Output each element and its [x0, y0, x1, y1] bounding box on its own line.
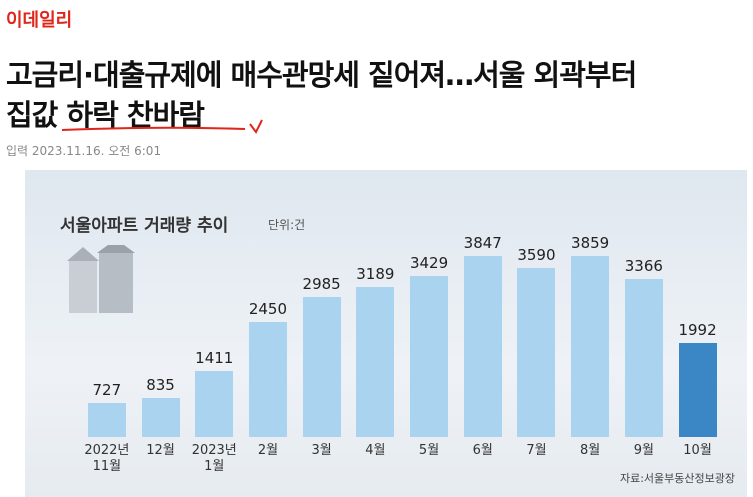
x-tick-label: 2023년 1월	[191, 443, 237, 474]
bar	[302, 296, 341, 437]
x-tick-label: 2월	[257, 443, 279, 458]
value-label: 835	[146, 375, 175, 394]
value-label: 727	[92, 380, 122, 399]
source-note: 자료:서울부동산정보광장	[619, 472, 735, 485]
value-label: 3590	[517, 246, 556, 265]
bar	[356, 287, 395, 437]
bar	[141, 397, 180, 437]
bar	[87, 402, 126, 437]
value-label: 3847	[463, 234, 502, 253]
x-tick-label: 2022년 11월	[84, 443, 130, 474]
x-tick-label: 9월	[633, 443, 654, 458]
bar	[517, 268, 556, 437]
logo[interactable]: 이데일리	[6, 10, 73, 31]
chart-title: 서울아파트 거래량 추이	[60, 216, 229, 236]
value-label: 3366	[624, 256, 663, 275]
value-label: 1992	[678, 321, 717, 340]
value-label: 2450	[248, 299, 288, 318]
bar	[195, 370, 234, 437]
bar	[248, 321, 287, 437]
bar	[624, 278, 663, 437]
x-tick-label: 7월	[526, 443, 547, 458]
bar	[463, 256, 502, 437]
building-icon	[67, 245, 135, 313]
x-tick-label: 12월	[146, 443, 175, 458]
x-tick-label: 6월	[472, 443, 493, 458]
x-tick-label: 4월	[365, 443, 386, 458]
value-label: 2985	[302, 274, 341, 293]
x-tick-label: 8월	[580, 443, 601, 458]
headline-line: 집값 하락 찬바람	[6, 98, 205, 132]
dateline: 입력 2023.11.16. 오전 6:01	[6, 144, 162, 158]
value-label: 3429	[409, 253, 449, 272]
x-tick-label: 3월	[311, 443, 332, 458]
handwritten-underline	[61, 119, 263, 134]
bar	[678, 343, 717, 437]
value-label: 1411	[195, 348, 234, 367]
bar	[571, 255, 610, 437]
x-tick-label: 5월	[418, 443, 440, 458]
x-tick-label: 10월	[683, 443, 712, 458]
headline-line: 고금리·대출규제에 매수관망세 짙어져…서울 외곽부터	[6, 58, 637, 92]
unit-label: 단위:건	[268, 218, 306, 232]
value-label: 3859	[571, 233, 610, 252]
bar	[410, 275, 449, 437]
value-label: 3189	[356, 265, 395, 284]
